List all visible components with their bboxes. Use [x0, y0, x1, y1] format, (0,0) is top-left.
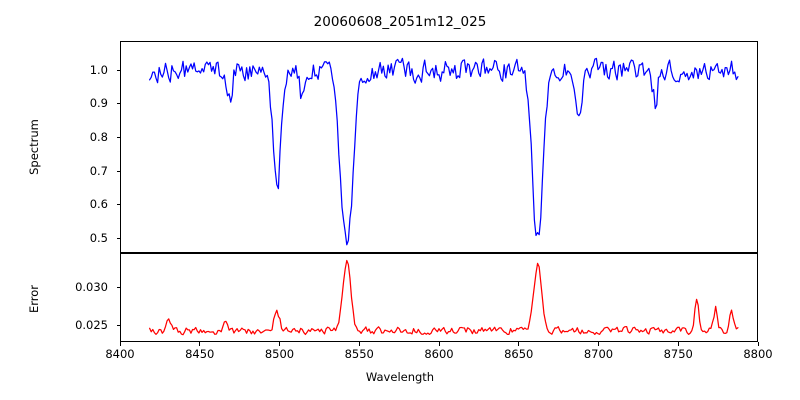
- spectrum-axis-label: Spectrum: [27, 119, 41, 175]
- wavelength-xtick: 8800: [743, 347, 773, 361]
- wavelength-xtick-mark: [279, 342, 281, 346]
- wavelength-axis-label: Wavelength: [365, 370, 435, 384]
- error-plot-area: [120, 253, 758, 342]
- wavelength-xtick-mark: [199, 342, 201, 346]
- spectrum-ytick-mark: [116, 237, 120, 239]
- wavelength-xtick-mark: [598, 342, 600, 346]
- error-axis-label: Error: [27, 284, 41, 314]
- spectrum-line: [148, 57, 739, 246]
- wavelength-xtick: 8450: [185, 347, 215, 361]
- spectrum-ytick: 0.9: [89, 96, 108, 111]
- wavelength-xtick-mark: [757, 342, 759, 346]
- wavelength-xtick: 8700: [583, 347, 614, 361]
- wavelength-xtick-mark: [358, 342, 360, 346]
- error-ytick: 0.030: [75, 280, 108, 295]
- error-ytick-mark: [116, 325, 120, 327]
- spectrum-ytick-mark: [116, 103, 120, 105]
- page-title: 20060608_2051m12_025: [313, 14, 487, 30]
- spectrum-ytick: 0.7: [89, 163, 108, 178]
- spectrum-ytick: 0.8: [89, 129, 108, 144]
- wavelength-xtick-mark: [677, 342, 679, 346]
- error-ytick-mark: [116, 287, 120, 289]
- spectrum-ytick: 0.5: [89, 230, 108, 245]
- wavelength-xtick-mark: [518, 342, 520, 346]
- error-line: [148, 259, 739, 336]
- spectrum-plot-area: [120, 41, 758, 253]
- wavelength-xtick: 8400: [105, 347, 135, 361]
- spectrum-ytick-mark: [116, 136, 120, 138]
- wavelength-xtick-mark: [119, 342, 121, 346]
- spectrum-ytick-mark: [116, 69, 120, 71]
- wavelength-xtick: 8500: [264, 347, 295, 361]
- spectrum-curve: [148, 57, 739, 246]
- spectrum-ytick-mark: [116, 170, 120, 172]
- spectrum-ytick: 1.0: [89, 62, 108, 77]
- error-curve: [148, 259, 739, 336]
- spectrum-ytick-mark: [116, 204, 120, 206]
- wavelength-xtick: 8550: [344, 347, 374, 361]
- wavelength-xtick-mark: [438, 342, 440, 346]
- error-ytick: 0.025: [75, 318, 108, 333]
- wavelength-xtick: 8750: [663, 347, 693, 361]
- wavelength-xtick: 8650: [504, 347, 534, 361]
- spectrum-ytick: 0.6: [89, 197, 108, 212]
- wavelength-xtick: 8600: [424, 347, 454, 361]
